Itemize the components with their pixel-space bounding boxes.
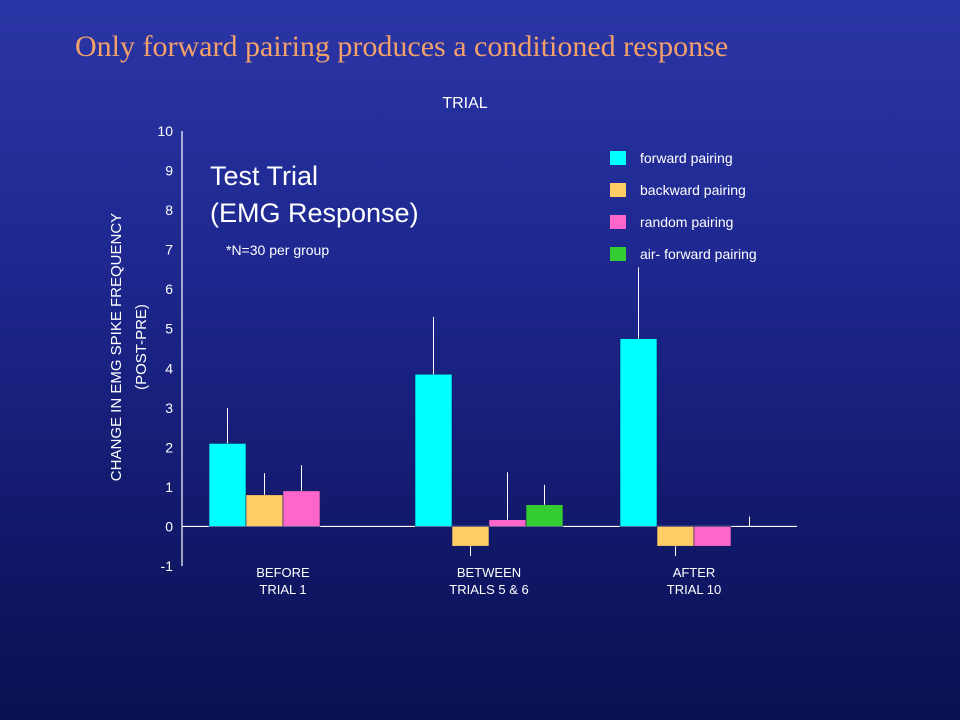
y-axis-label-line-1: CHANGE IN EMG SPIKE FREQUENCY [108, 213, 125, 481]
y-tick-label: 3 [165, 400, 173, 416]
plot-area: -1 0 1 2 3 4 5 6 7 8 9 10 BEFORE TRIAL 1 BETWEEN TRIALS… [157, 123, 797, 597]
bar [245, 494, 284, 527]
slide-title: Only forward pairing produces a conditio… [75, 30, 729, 63]
y-tick-label: 4 [165, 360, 173, 376]
y-tick-label: 2 [165, 439, 173, 455]
bar [282, 490, 321, 527]
x-category-label: TRIAL 1 [259, 582, 306, 597]
y-tick-label: -1 [161, 558, 174, 574]
y-tick-label: 6 [165, 281, 173, 297]
bar [488, 519, 527, 527]
bar [414, 373, 453, 527]
bar [656, 526, 695, 547]
x-category-label: BETWEEN [457, 565, 521, 580]
inset-title-line-1: Test Trial [210, 161, 318, 191]
legend-swatch [610, 151, 626, 165]
y-tick-label: 0 [165, 518, 173, 534]
legend-swatch [610, 183, 626, 197]
bar [451, 526, 490, 547]
x-category-label: TRIAL 10 [667, 582, 721, 597]
bar [693, 526, 732, 547]
y-tick-label: 5 [165, 321, 173, 337]
legend-swatch [610, 247, 626, 261]
inset-title-line-2: (EMG Response) [210, 198, 419, 228]
y-axis-label-line-2: (POST-PRE) [133, 304, 150, 390]
bar [619, 338, 658, 527]
group-size-annotation: *N=30 per group [226, 242, 329, 258]
x-category-label: BEFORE [256, 565, 310, 580]
bar [208, 443, 247, 527]
legend-label: backward pairing [640, 182, 746, 198]
legend-label: forward pairing [640, 150, 733, 166]
y-tick-label: 10 [157, 123, 173, 139]
y-tick-label: 7 [165, 242, 173, 258]
legend-swatch [610, 215, 626, 229]
bar [525, 504, 564, 527]
legend-label: random pairing [640, 214, 733, 230]
y-tick-label: 9 [165, 163, 173, 179]
x-category-label: TRIALS 5 & 6 [449, 582, 528, 597]
y-tick-label: 1 [165, 479, 173, 495]
legend: forward pairing backward pairing random pa… [610, 150, 757, 262]
chart-title: TRIAL [442, 95, 487, 112]
y-tick-label: 8 [165, 202, 173, 218]
legend-label: air- forward pairing [640, 246, 757, 262]
x-category-label: AFTER [673, 565, 716, 580]
